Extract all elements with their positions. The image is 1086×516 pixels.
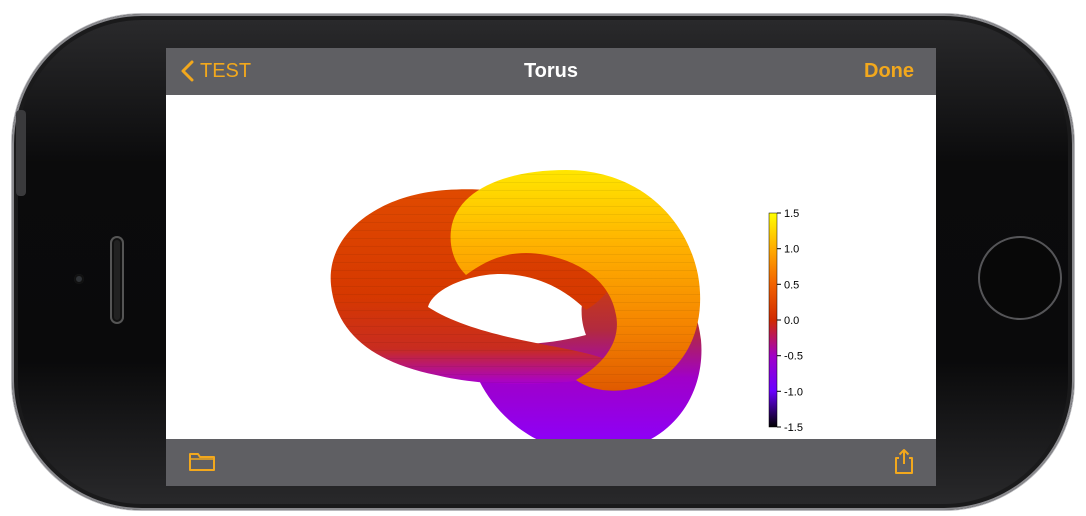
side-button: [16, 110, 26, 196]
colorbar-tick-label: -0.5: [784, 351, 803, 363]
speaker-grille: [110, 236, 124, 324]
page-title: Torus: [523, 60, 579, 82]
colorbar-tick-label: -1.5: [784, 422, 803, 434]
colorbar-tick-label: 0.5: [784, 279, 799, 291]
colorbar-tick-label: -1.0: [784, 386, 803, 398]
back-label: TEST: [200, 59, 252, 82]
app-screen: TEST Torus Done: [166, 48, 936, 486]
front-camera: [74, 274, 84, 284]
colorbar-ticks: 1.5 1.0 0.5 0.0 -0.5 -1.0 -1.5: [777, 208, 803, 434]
colorbar-tick-label: 1.5: [784, 208, 799, 220]
folder-icon[interactable]: [188, 449, 216, 473]
colorbar-tick-label: 1.0: [784, 244, 799, 256]
torus-plot[interactable]: 1.5 1.0 0.5 0.0 -0.5 -1.0 -1.5: [166, 95, 936, 454]
share-icon[interactable]: [892, 447, 916, 475]
bottom-toolbar: [166, 439, 936, 486]
colorbar: [768, 212, 778, 428]
home-button[interactable]: [978, 236, 1062, 320]
chevron-left-icon: [181, 60, 194, 82]
plot-area[interactable]: 1.5 1.0 0.5 0.0 -0.5 -1.0 -1.5: [166, 95, 936, 454]
navigation-bar: TEST Torus Done: [166, 48, 936, 95]
back-button[interactable]: TEST: [180, 59, 251, 83]
colorbar-tick-label: 0.0: [784, 315, 799, 327]
done-button[interactable]: Done: [864, 60, 914, 82]
